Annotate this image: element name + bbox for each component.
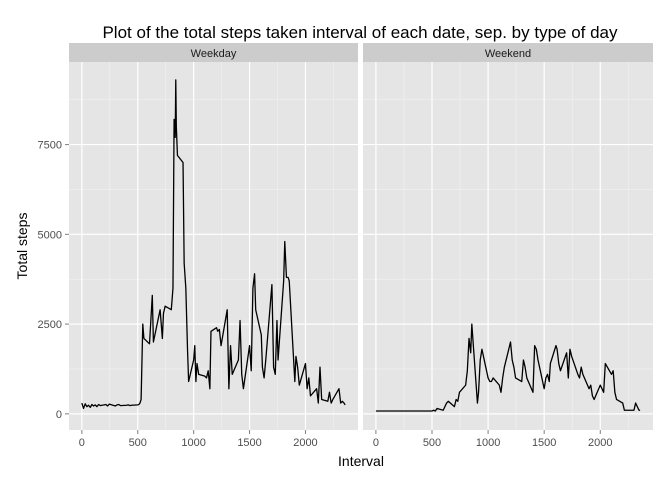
series-line-weekend [375,323,641,412]
y-tick-label: 7500 [38,140,62,152]
panel-background [363,62,653,430]
x-tick-label: 1000 [181,437,205,449]
x-tick-label: 1500 [532,437,556,449]
strip-background [363,43,653,62]
x-axis-title: Interval [338,453,384,469]
x-axis: 0 500 1000 1500 2000 0 500 1000 1500 2000 [79,430,613,449]
x-tick-label: 0 [79,437,85,449]
chart-title: Plot of the total steps taken interval o… [102,23,618,42]
strip-label: Weekday [191,48,237,60]
x-tick-label: 2000 [293,437,317,449]
panel-weekend: Weekend [363,43,653,430]
y-tick-label: 2500 [38,319,62,331]
panel-background [69,62,358,430]
y-tick-label: 0 [56,409,62,421]
panels: Weekday Weekend [69,43,653,430]
panel-weekday: Weekday [69,43,358,430]
strip-label: Weekend [485,48,531,60]
strip-background [69,43,358,62]
y-tick-label: 5000 [38,229,62,241]
x-tick-label: 1000 [476,437,500,449]
x-tick-label: 1500 [237,437,261,449]
x-tick-label: 0 [373,437,379,449]
y-axis-title: Total steps [14,213,30,280]
x-tick-label: 500 [423,437,441,449]
x-tick-label: 500 [129,437,147,449]
y-axis: 0 2500 5000 7500 [38,140,69,421]
x-tick-label: 2000 [588,437,612,449]
series-line-weekday [81,79,346,410]
